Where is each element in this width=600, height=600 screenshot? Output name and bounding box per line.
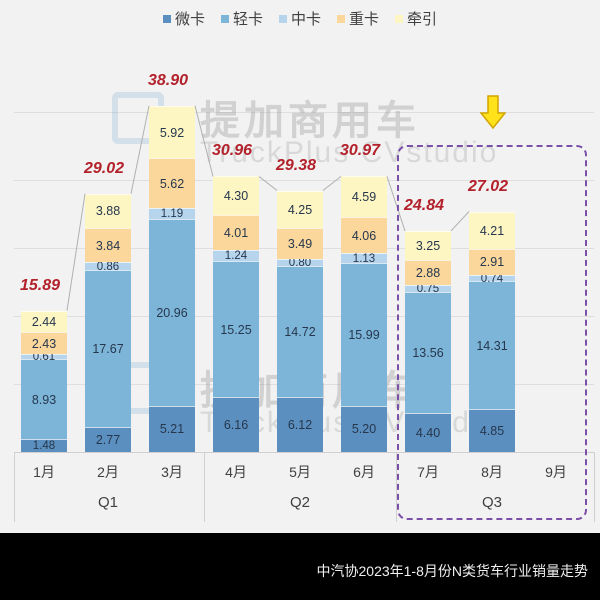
bar-segment: 2.91 [469,248,515,275]
bar-segment: 4.25 [277,190,323,229]
bar-segment: 5.62 [149,158,195,209]
gridline [14,112,594,113]
legend-item: 牵引 [395,8,437,29]
total-label: 24.84 [403,196,445,214]
legend-item: 重卡 [337,8,379,29]
total-label: 30.96 [211,142,253,160]
x-axis-label: 8月 [481,464,503,480]
legend-item: 轻卡 [220,8,263,29]
legend-label: 中卡 [290,11,321,28]
bar-segment: 4.30 [213,176,259,215]
legend-label: 轻卡 [232,11,263,28]
bar-segment: 4.59 [341,176,387,218]
bar-segment: 8.93 [21,359,67,439]
bar-segment: 5.92 [149,105,195,159]
bar-segment: 15.25 [213,261,259,398]
q3-highlight-box [397,145,587,520]
bar-segment: 3.88 [85,193,131,229]
quarter-label-q1: Q1 [97,494,118,511]
legend-swatch-icon [395,14,404,23]
x-axis-line [14,452,594,453]
bar-segment: 2.43 [21,332,67,354]
bar-segment: 4.06 [341,217,387,254]
bar-segment: 1.13 [341,253,387,265]
watermark-subtext: TruckPlus CVstudio [200,136,499,169]
legend-label: 微卡 [174,11,205,28]
legend-label: 重卡 [349,11,380,28]
x-axis-label: 4月 [225,464,247,480]
total-label: 15.89 [19,276,61,294]
quarter-divider [204,452,205,522]
x-axis-label: 2月 [97,464,119,480]
bar-segment: 0.61 [21,351,67,363]
legend-swatch-icon [337,14,345,23]
x-axis-label: 7月 [417,464,439,480]
bar-segment: 17.67 [85,270,131,428]
bar-segment: 5.21 [149,405,195,452]
total-label: 30.97 [339,142,381,160]
x-axis-label: 3月 [161,464,183,480]
legend-item: 中卡 [278,8,321,29]
bar-segment: 0.86 [85,261,131,272]
bar-segment: 4.85 [469,408,515,452]
bar-segment: 20.96 [149,219,195,406]
stacked-bar[interactable]: 1.48 8.93 0.61 2.43 2.44 [21,310,67,452]
bar-segment: 0.75 [405,284,451,295]
bar-segment: 14.72 [277,266,323,398]
bar-segment: 4.01 [213,214,259,251]
quarter-divider [396,452,397,522]
bar-segment: 2.77 [85,427,131,452]
gridline [14,180,594,181]
stacked-bar[interactable]: 2.77 17.67 0.86 3.84 3.88 [85,193,131,452]
watermark-text: 提加商用车 [200,99,420,143]
down-arrow-icon [480,95,506,129]
bar-segment: 4.21 [469,211,515,249]
caption-text: 中汽协2023年1-8月份N类货车行业销量走势 [316,563,589,579]
stacked-bar[interactable]: 6.12 14.72 0.80 3.49 4.25 [277,190,323,452]
bar-segment: 4.40 [405,412,451,452]
bar-segment: 3.84 [85,228,131,263]
bar-segment: 0.74 [469,273,515,284]
stacked-bar[interactable]: 6.16 15.25 1.24 4.01 4.30 [213,176,259,452]
bar-segment: 5.20 [341,405,387,452]
total-label: 38.90 [147,71,189,89]
legend-label: 牵引 [407,11,438,28]
bar-segment: 2.88 [405,259,451,286]
stacked-bar[interactable]: 4.40 13.56 0.75 2.88 3.25 [405,230,451,452]
total-label: 29.38 [275,156,317,174]
bar-segment: 1.19 [149,208,195,220]
bar-segment: 6.16 [213,397,259,452]
legend-swatch-icon [278,14,287,23]
legend-item: 微卡 [162,8,205,29]
x-axis-label: 9月 [545,464,567,480]
x-axis-label: 6月 [353,464,375,480]
bar-segment: 15.99 [341,263,387,406]
x-axis-label: 5月 [289,464,311,480]
total-label: 27.02 [467,177,509,195]
stacked-bar[interactable]: 5.20 15.99 1.13 4.06 4.59 [341,176,387,452]
legend-swatch-icon [162,14,171,23]
bar-segment: 2.44 [21,310,67,333]
quarter-label-q2: Q2 [289,494,310,511]
quarter-divider [14,452,15,522]
legend-swatch-icon [220,14,229,23]
total-label: 29.02 [83,159,125,177]
bar-segment: 1.48 [21,438,67,452]
bar-segment: 13.56 [405,292,451,413]
bar-segment: 0.80 [277,258,323,269]
x-axis-label: 1月 [33,464,55,480]
quarter-divider [594,452,595,522]
bar-segment: 14.31 [469,281,515,409]
bar-segment: 1.24 [213,250,259,262]
caption-bar: 中汽协2023年1-8月份N类货车行业销量走势 [0,533,600,600]
quarter-label-q3: Q3 [481,494,502,511]
bar-segment: 3.49 [277,228,323,260]
bar-segment: 6.12 [277,397,323,452]
bar-segment: 3.25 [405,230,451,260]
legend: 微卡 轻卡 中卡 重卡 牵引 [0,8,600,29]
stacked-bar[interactable]: 4.85 14.31 0.74 2.91 4.21 [469,211,515,452]
stacked-bar[interactable]: 5.21 20.96 1.19 5.62 5.92 [149,105,195,452]
